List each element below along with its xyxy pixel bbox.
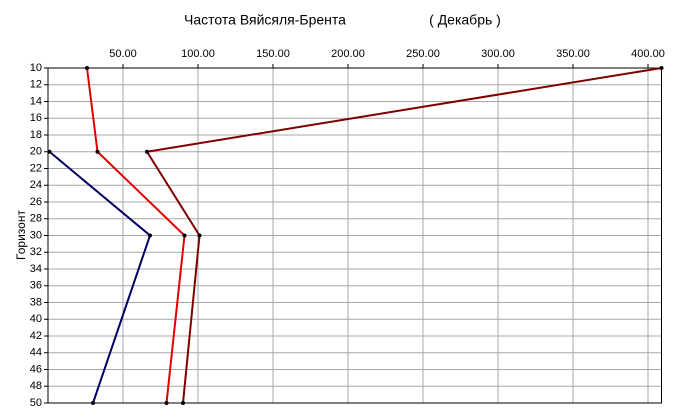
series-line: [86, 67, 186, 404]
point: [95, 149, 100, 154]
y-tick-label: 34: [30, 263, 42, 275]
y-tick-label: 26: [30, 196, 42, 208]
y-tick-label: 30: [30, 229, 42, 241]
x-tick-label: 150.00: [256, 48, 290, 60]
x-tick-label: 300.00: [481, 48, 515, 60]
chart-title: Частота Вяйсяля-Брента: [184, 12, 346, 28]
x-tick-label: 250.00: [406, 48, 440, 60]
plot-frame: [47, 67, 662, 404]
y-tick-label: 32: [30, 246, 42, 258]
point: [182, 233, 187, 238]
x-tick-label: 100.00: [181, 48, 215, 60]
point: [659, 66, 664, 70]
point: [91, 401, 95, 405]
y-tick-label: 28: [30, 213, 42, 225]
point: [145, 149, 149, 154]
y-tick-label: 14: [30, 95, 42, 107]
y-axis-label: Горизонт: [14, 210, 28, 260]
y-tick-label: 18: [30, 129, 42, 141]
x-tick-label: 400.00: [631, 48, 665, 60]
point: [164, 401, 169, 405]
chart-subtitle: ( Декабрь ): [429, 12, 501, 28]
y-tick-label: 42: [30, 330, 42, 342]
y-tick-label: 24: [30, 179, 42, 191]
y-tick-label: 50: [30, 397, 42, 409]
y-tick-label: 40: [30, 313, 42, 325]
y-tick-label: 44: [30, 347, 42, 359]
x-tick-label: 200.00: [331, 48, 365, 60]
y-tick-label: 46: [30, 363, 42, 375]
point: [197, 233, 202, 238]
point: [181, 401, 185, 405]
y-tick-label: 36: [30, 280, 42, 292]
y-tick-label: 10: [30, 62, 42, 74]
point: [47, 149, 52, 154]
y-tick-label: 48: [30, 380, 42, 392]
point: [85, 66, 89, 70]
y-tick-label: 22: [30, 162, 42, 174]
y-tick-label: 38: [30, 296, 42, 308]
x-tick-label: 50.00: [109, 48, 137, 60]
point: [148, 233, 152, 238]
y-tick-label: 20: [30, 146, 42, 158]
series-line: [145, 67, 662, 404]
x-tick-label: 350.00: [556, 48, 590, 60]
y-tick-label: 12: [30, 79, 42, 91]
y-tick-label: 16: [30, 112, 42, 124]
